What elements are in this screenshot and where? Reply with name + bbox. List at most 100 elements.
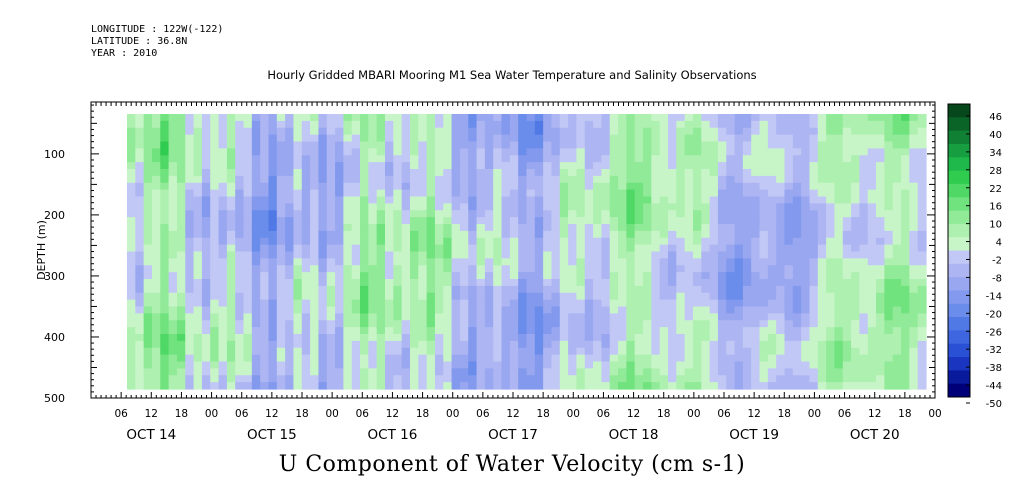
heatmap-cell	[193, 189, 203, 198]
heatmap-cell	[235, 189, 245, 198]
heatmap-cell	[809, 272, 819, 280]
heatmap-cell	[876, 265, 885, 273]
heatmap-cell	[426, 175, 436, 184]
heatmap-cell	[343, 155, 353, 163]
heatmap-cell	[543, 134, 553, 143]
heatmap-cell	[892, 279, 902, 287]
heatmap-cell	[484, 169, 494, 177]
colorbar-segment	[948, 330, 970, 345]
heatmap-cell	[901, 230, 910, 239]
heatmap-cell	[634, 340, 644, 349]
heatmap-cell	[767, 196, 777, 204]
heatmap-cell	[876, 169, 885, 177]
heatmap-cell	[501, 361, 511, 369]
heatmap-cell	[551, 230, 561, 239]
heatmap-cell	[701, 224, 711, 232]
heatmap-cell	[568, 340, 578, 349]
heatmap-cell	[884, 361, 894, 369]
heatmap-cell	[501, 306, 511, 314]
heatmap-cell	[201, 120, 211, 129]
heatmap-cell	[651, 182, 661, 191]
heatmap-cell	[210, 189, 220, 198]
heatmap-cell	[776, 182, 786, 191]
heatmap-cell	[401, 251, 411, 259]
heatmap-cell	[576, 279, 586, 287]
heatmap-cell	[468, 134, 478, 143]
heatmap-cell	[759, 203, 769, 211]
heatmap-cell	[168, 148, 178, 156]
heatmap-cell	[759, 375, 769, 383]
heatmap-cell	[484, 272, 494, 280]
heatmap-cell	[276, 285, 286, 294]
heatmap-cell	[501, 148, 511, 156]
heatmap-cell	[201, 210, 211, 218]
heatmap-cell	[759, 285, 769, 294]
heatmap-cell	[801, 196, 811, 204]
heatmap-cell	[409, 182, 419, 191]
heatmap-cell	[343, 279, 353, 287]
heatmap-cell	[692, 292, 702, 301]
heatmap-cell	[385, 155, 394, 163]
heatmap-cell	[426, 258, 436, 266]
heatmap-cell	[726, 265, 736, 273]
heatmap-cell	[659, 347, 669, 356]
heatmap-cell	[484, 196, 494, 204]
heatmap-cell	[127, 217, 136, 225]
heatmap-cell	[859, 114, 869, 122]
heatmap-cell	[268, 368, 278, 376]
heatmap-cell	[127, 285, 136, 294]
heatmap-cell	[651, 347, 661, 356]
heatmap-cell	[385, 134, 394, 143]
heatmap-cell	[168, 175, 178, 184]
heatmap-cell	[692, 217, 702, 225]
heatmap-cell	[226, 320, 236, 328]
heatmap-cell	[426, 327, 436, 335]
heatmap-cell	[834, 196, 844, 204]
heatmap-cell	[742, 320, 752, 328]
heatmap-cell	[751, 306, 761, 314]
x-hour-label: 12	[506, 408, 519, 420]
heatmap-cell	[151, 368, 161, 376]
heatmap-cell	[501, 265, 511, 273]
heatmap-cell	[210, 340, 220, 349]
heatmap-cell	[692, 340, 702, 349]
heatmap-cell	[235, 134, 245, 143]
heatmap-cell	[609, 361, 619, 369]
heatmap-cell	[301, 258, 311, 266]
heatmap-cell	[667, 175, 677, 184]
heatmap-cell	[543, 347, 553, 356]
heatmap-cell	[385, 114, 394, 122]
heatmap-cell	[459, 141, 469, 149]
heatmap-cell	[667, 334, 677, 342]
heatmap-cell	[251, 368, 261, 376]
heatmap-cell	[859, 382, 869, 390]
colorbar-segment	[948, 263, 970, 278]
colorbar-label: 34	[989, 148, 1002, 159]
heatmap-cell	[709, 196, 719, 204]
heatmap-cell	[834, 265, 844, 273]
heatmap-cell	[459, 258, 469, 266]
heatmap-cell	[801, 279, 811, 287]
heatmap-cell	[260, 224, 270, 232]
heatmap-cell	[892, 258, 902, 266]
heatmap-cell	[243, 230, 253, 239]
heatmap-cell	[593, 155, 602, 163]
heatmap-cell	[601, 210, 611, 218]
heatmap-cell	[484, 203, 494, 211]
heatmap-cell	[917, 340, 927, 349]
heatmap-cell	[717, 354, 727, 363]
heatmap-cell	[734, 169, 744, 177]
heatmap-cell	[568, 299, 578, 308]
heatmap-cell	[201, 127, 211, 136]
heatmap-cell	[692, 313, 702, 321]
heatmap-cell	[143, 327, 153, 335]
heatmap-cell	[243, 120, 253, 129]
heatmap-cell	[709, 320, 719, 328]
heatmap-cell	[709, 155, 719, 163]
heatmap-cell	[559, 114, 569, 122]
heatmap-cell	[509, 141, 519, 149]
heatmap-cell	[368, 292, 378, 301]
heatmap-cell	[559, 155, 569, 163]
heatmap-cell	[451, 320, 461, 328]
heatmap-cell	[726, 114, 736, 122]
